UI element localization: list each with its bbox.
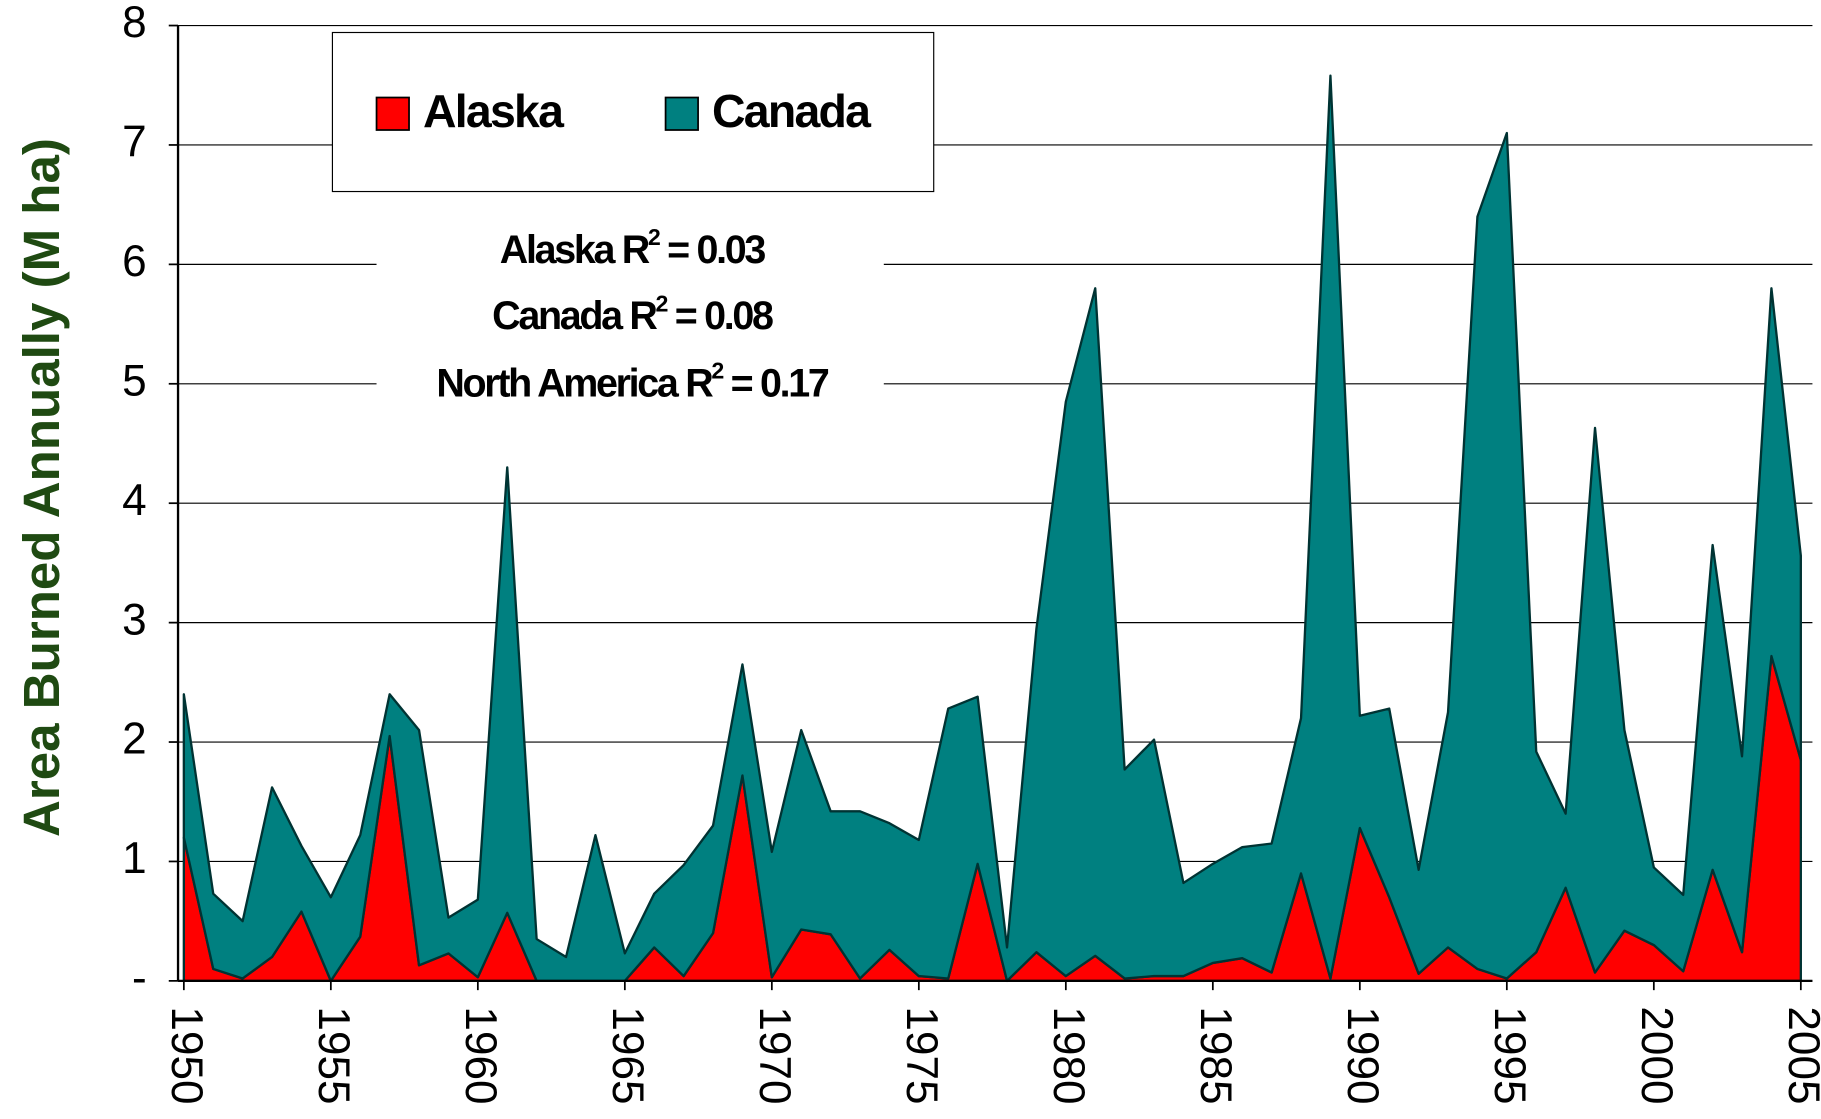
legend-swatch — [664, 96, 699, 131]
x-tick-label: 1975 — [897, 1006, 946, 1104]
y-tick-label: 7 — [122, 118, 147, 167]
y-tick-label: 6 — [122, 237, 147, 286]
y-axis-title: Area Burned Annually (M ha) — [13, 138, 70, 837]
x-tick-label: 2000 — [1632, 1006, 1681, 1104]
legend: Alaska Canada — [331, 31, 935, 193]
y-tick-label: 8 — [122, 0, 147, 47]
x-tick-label: 1970 — [750, 1006, 799, 1104]
legend-box — [331, 31, 935, 193]
x-tick-label: 1965 — [603, 1006, 652, 1104]
annotation-value: = 0.03 — [659, 228, 766, 272]
annotation: North America R2 = 0.17 — [436, 358, 829, 406]
x-tick-label: 2005 — [1779, 1006, 1821, 1104]
annotation-value: = 0.08 — [666, 295, 773, 339]
area — [182, 74, 1802, 983]
legend-label: Alaska — [423, 85, 565, 137]
x-tick-label: 1960 — [456, 1006, 505, 1104]
legend-swatch — [375, 96, 410, 131]
y-tick-label: 4 — [122, 476, 147, 525]
x-tick-label: 1950 — [162, 1006, 211, 1104]
y-tick-label: - — [132, 954, 147, 1003]
annotation: Canada R2 = 0.08 — [492, 290, 773, 338]
annotation-text: North America R — [436, 362, 713, 406]
y-tick-label: 3 — [122, 595, 147, 644]
y-tick-label: 5 — [122, 356, 147, 405]
x-tick-label: 1980 — [1044, 1006, 1093, 1104]
x-tick-label: 1985 — [1191, 1006, 1240, 1104]
annotation: Alaska R2 = 0.03 — [500, 224, 766, 272]
annotation-background — [376, 220, 884, 413]
x-tick-label: 1955 — [309, 1006, 358, 1104]
y-tick-label: 1 — [122, 834, 147, 883]
x-tick-label: 1990 — [1338, 1006, 1387, 1104]
annotation-text: Canada R — [492, 295, 657, 339]
annotation-value: = 0.17 — [722, 362, 829, 406]
x-tick-label: 1995 — [1485, 1006, 1534, 1104]
annotation-text: Alaska R — [500, 228, 650, 272]
legend-label: Canada — [712, 85, 872, 137]
y-tick-label: 2 — [122, 715, 147, 764]
